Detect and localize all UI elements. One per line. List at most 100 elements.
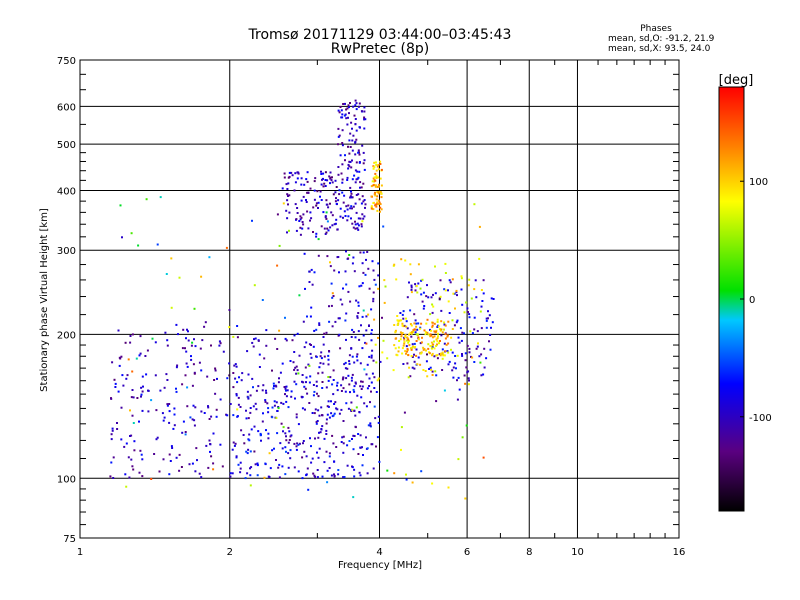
data-point — [299, 218, 302, 221]
data-point — [305, 455, 308, 458]
data-point — [401, 347, 404, 350]
data-point — [362, 271, 365, 274]
data-point — [335, 407, 338, 410]
data-point — [235, 455, 238, 458]
data-point — [441, 331, 444, 334]
data-point — [430, 368, 433, 371]
data-point — [210, 344, 212, 347]
data-point — [325, 331, 328, 334]
data-point — [276, 213, 279, 216]
data-point — [431, 303, 434, 306]
data-point — [377, 168, 380, 171]
data-point — [330, 282, 333, 285]
data-point — [444, 333, 447, 336]
data-point — [350, 121, 353, 124]
data-point — [300, 183, 303, 186]
data-point — [370, 329, 373, 332]
data-point — [305, 201, 308, 203]
data-point — [377, 415, 380, 418]
data-point — [273, 385, 275, 387]
data-point — [169, 460, 172, 462]
data-point — [417, 338, 420, 341]
data-point — [118, 364, 121, 367]
data-point — [398, 319, 401, 322]
data-point — [135, 357, 138, 360]
data-point — [228, 362, 231, 365]
data-point — [396, 315, 399, 317]
data-point — [415, 333, 418, 336]
data-point — [340, 408, 343, 411]
data-point — [246, 390, 249, 393]
data-point — [383, 279, 386, 282]
data-point — [311, 283, 314, 286]
data-point — [347, 257, 350, 260]
data-point — [377, 377, 380, 380]
data-point — [336, 381, 339, 384]
data-point — [441, 351, 444, 354]
data-point — [318, 322, 321, 325]
data-point — [407, 354, 410, 357]
data-point — [156, 243, 159, 246]
data-point — [406, 348, 409, 350]
data-point — [455, 321, 458, 324]
data-point — [393, 263, 396, 266]
data-point — [261, 420, 264, 423]
data-point — [348, 362, 351, 365]
data-point — [405, 345, 408, 348]
data-point — [439, 295, 442, 298]
data-point — [286, 389, 289, 392]
data-point — [479, 310, 482, 313]
data-point — [350, 166, 353, 169]
data-point — [438, 353, 441, 356]
data-point — [198, 472, 201, 475]
data-point — [328, 416, 331, 419]
data-point — [400, 319, 402, 322]
data-point — [367, 313, 370, 316]
data-point — [203, 412, 206, 414]
data-point — [351, 466, 354, 469]
data-point — [375, 205, 378, 208]
data-point — [351, 139, 354, 142]
data-point — [121, 236, 123, 239]
data-point — [419, 327, 421, 330]
x-tick-label: 4 — [376, 547, 382, 558]
data-point — [333, 473, 335, 476]
data-point — [357, 176, 360, 179]
data-point — [425, 349, 427, 352]
data-point — [342, 201, 345, 204]
data-point — [351, 373, 354, 376]
data-point — [276, 264, 279, 267]
data-point — [287, 203, 289, 206]
data-point — [293, 368, 296, 371]
data-point — [306, 210, 309, 213]
data-point — [254, 463, 257, 466]
data-point — [315, 235, 318, 238]
data-point — [156, 436, 159, 439]
data-point — [400, 258, 403, 261]
data-point — [349, 195, 352, 198]
data-point — [365, 436, 367, 439]
data-point — [329, 202, 331, 205]
data-point — [206, 375, 209, 378]
data-point — [325, 211, 328, 214]
data-point — [347, 407, 350, 410]
data-point — [372, 297, 375, 300]
data-point — [336, 389, 339, 392]
data-point — [430, 334, 433, 337]
data-point — [337, 473, 340, 476]
data-point — [117, 390, 120, 393]
data-point — [357, 301, 360, 304]
data-point — [351, 222, 354, 225]
data-point — [353, 114, 356, 117]
data-point — [324, 216, 327, 219]
data-point — [307, 191, 310, 194]
data-point — [338, 317, 341, 320]
data-point — [311, 457, 314, 460]
data-point — [172, 427, 175, 430]
data-point — [347, 374, 350, 377]
data-point — [360, 388, 363, 390]
data-point — [200, 476, 203, 479]
data-point — [190, 355, 192, 358]
data-point — [311, 412, 314, 414]
data-point — [177, 333, 179, 336]
